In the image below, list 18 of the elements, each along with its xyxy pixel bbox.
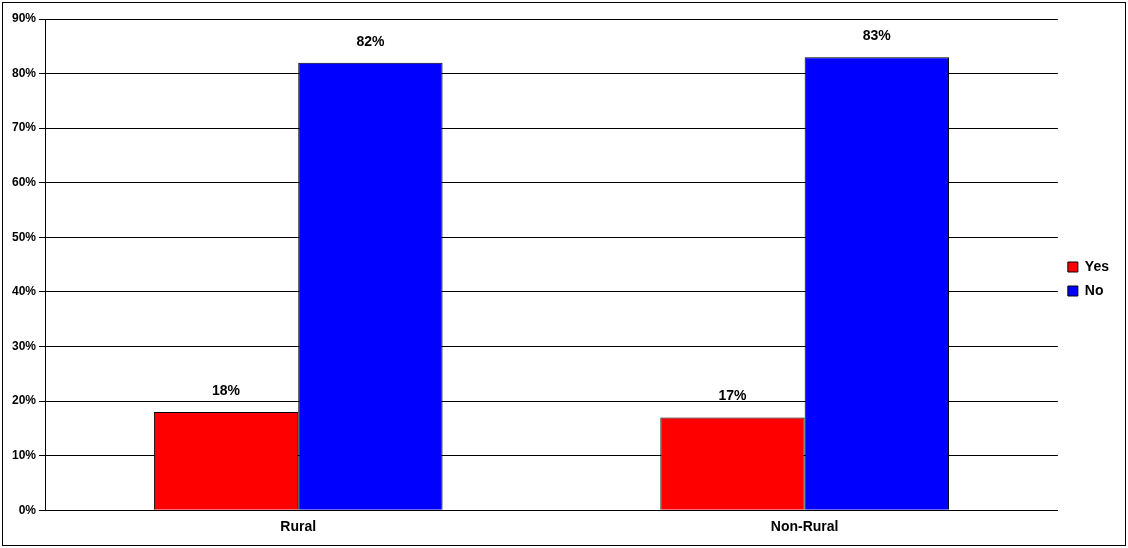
y-tick-label: 10% — [11, 447, 37, 462]
x-tick-label: Non-Rural — [770, 518, 839, 535]
data-label: 17% — [718, 387, 748, 404]
data-label: 82% — [356, 32, 385, 49]
y-tick-label: 40% — [11, 284, 37, 299]
data-label: 18% — [212, 381, 241, 398]
y-tick-label: 80% — [11, 65, 37, 80]
x-tick-label: Rural — [280, 518, 317, 535]
y-tick-label: 90% — [11, 11, 37, 26]
data-label: 83% — [862, 27, 892, 44]
y-tick-label: 70% — [11, 120, 37, 135]
y-tick-label: 50% — [11, 229, 37, 244]
legend-label: No — [1084, 281, 1104, 298]
y-tick-label: 20% — [11, 393, 37, 408]
legend-label: Yes — [1084, 257, 1110, 274]
y-tick-label: 30% — [11, 338, 37, 353]
y-tick-label: 0% — [18, 502, 37, 517]
y-tick-label: 60% — [11, 175, 37, 190]
